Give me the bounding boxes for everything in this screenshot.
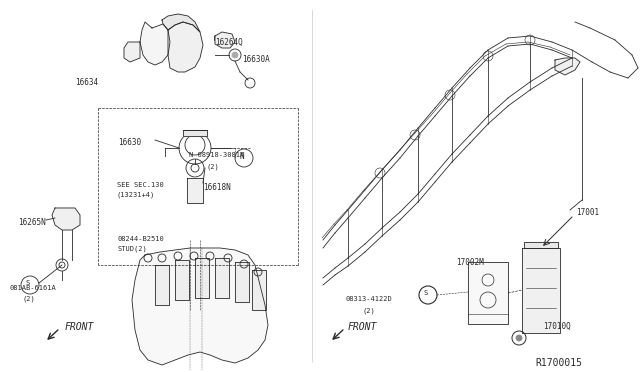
Polygon shape xyxy=(155,265,169,305)
Polygon shape xyxy=(183,130,207,136)
Polygon shape xyxy=(162,14,200,32)
Text: S: S xyxy=(26,280,30,286)
Text: 16634: 16634 xyxy=(75,78,98,87)
Text: STUD(2): STUD(2) xyxy=(118,246,148,253)
Polygon shape xyxy=(187,178,203,203)
Polygon shape xyxy=(52,208,80,230)
Text: N: N xyxy=(240,152,244,161)
Text: 16618N: 16618N xyxy=(203,183,231,192)
Text: 16264Q: 16264Q xyxy=(215,38,243,47)
Polygon shape xyxy=(168,22,203,72)
Polygon shape xyxy=(522,248,560,333)
Text: (2): (2) xyxy=(207,163,220,170)
Text: R1700015: R1700015 xyxy=(535,358,582,368)
Text: 08313-4122D: 08313-4122D xyxy=(345,296,392,302)
Text: 16265N: 16265N xyxy=(18,218,45,227)
Polygon shape xyxy=(175,260,189,300)
Polygon shape xyxy=(252,270,266,310)
Text: 081AB-6161A: 081AB-6161A xyxy=(10,285,57,291)
Text: (2): (2) xyxy=(362,307,375,314)
Circle shape xyxy=(232,52,238,58)
Text: 17010Q: 17010Q xyxy=(543,322,571,331)
Polygon shape xyxy=(235,262,249,302)
Text: FRONT: FRONT xyxy=(65,322,94,332)
Text: 16630A: 16630A xyxy=(242,55,269,64)
Polygon shape xyxy=(132,248,268,365)
Polygon shape xyxy=(140,22,170,65)
Polygon shape xyxy=(468,262,508,324)
Text: FRONT: FRONT xyxy=(348,322,378,332)
Text: S: S xyxy=(424,290,428,296)
Polygon shape xyxy=(195,258,209,298)
Text: 17002M: 17002M xyxy=(456,258,484,267)
Text: 16630: 16630 xyxy=(118,138,141,147)
Text: (13231+4): (13231+4) xyxy=(117,192,156,199)
Text: 08244-B2510: 08244-B2510 xyxy=(118,236,164,242)
Polygon shape xyxy=(215,32,235,48)
Text: 17001: 17001 xyxy=(576,208,599,217)
Polygon shape xyxy=(524,242,558,248)
Polygon shape xyxy=(215,258,229,298)
Text: (2): (2) xyxy=(22,296,35,302)
Polygon shape xyxy=(124,42,140,62)
Text: SEE SEC.130: SEE SEC.130 xyxy=(117,182,164,188)
Polygon shape xyxy=(555,58,580,75)
Text: N 08918-3081A: N 08918-3081A xyxy=(189,152,244,158)
Circle shape xyxy=(516,335,522,341)
